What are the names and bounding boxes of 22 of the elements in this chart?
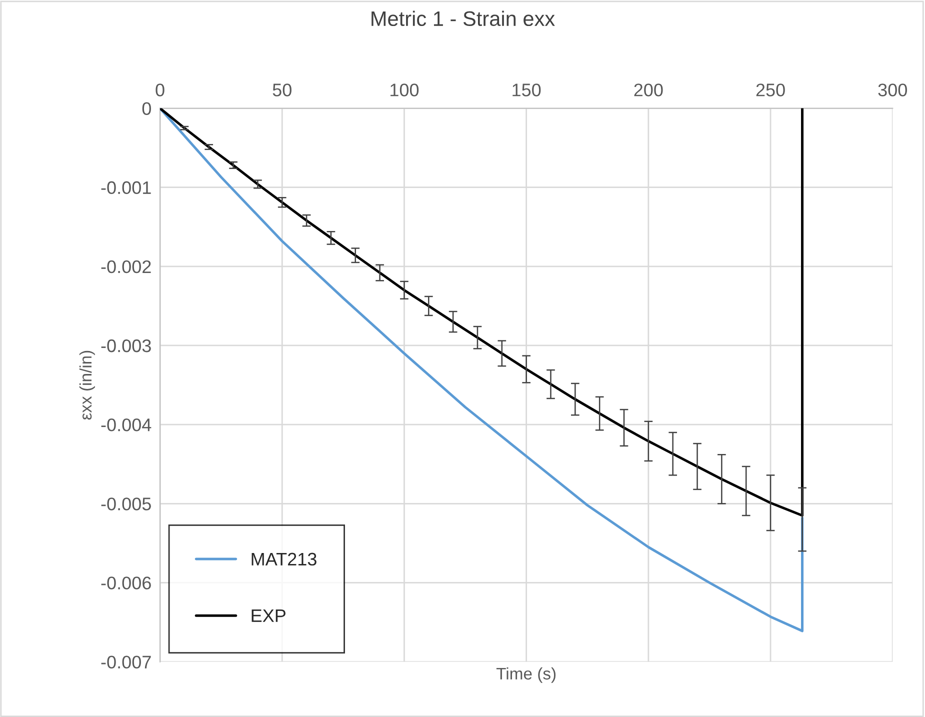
x-tick-label: 0 (156, 84, 164, 96)
y-tick-label: -0.006 (101, 576, 151, 590)
x-tick-label: 150 (512, 84, 541, 96)
x-tick-label: 250 (756, 84, 785, 96)
legend-label: EXP (252, 610, 286, 622)
y-tick-label: -0.007 (101, 656, 151, 669)
line-series (160, 108, 804, 632)
x-tick-label: 300 (878, 84, 907, 96)
x-tick-label: 200 (634, 84, 663, 96)
y-tick-label: -0.002 (101, 260, 151, 274)
y-tick-label: -0.005 (101, 498, 151, 510)
y-tick-label: 0 (142, 102, 151, 115)
y-tick-label: -0.003 (101, 339, 151, 352)
y-axis-title: εxx (in/in) (79, 350, 95, 420)
line-series (160, 108, 804, 517)
legend-label: MAT213 (252, 552, 316, 566)
x-tick-label: 100 (390, 84, 419, 96)
y-tick-label: -0.001 (101, 181, 151, 194)
chart-title: Metric 1 - Strain exx (372, 10, 555, 26)
x-axis-title: Time (s) (496, 667, 556, 683)
y-tick-label: -0.004 (101, 418, 152, 432)
x-tick-label: 50 (272, 84, 292, 96)
